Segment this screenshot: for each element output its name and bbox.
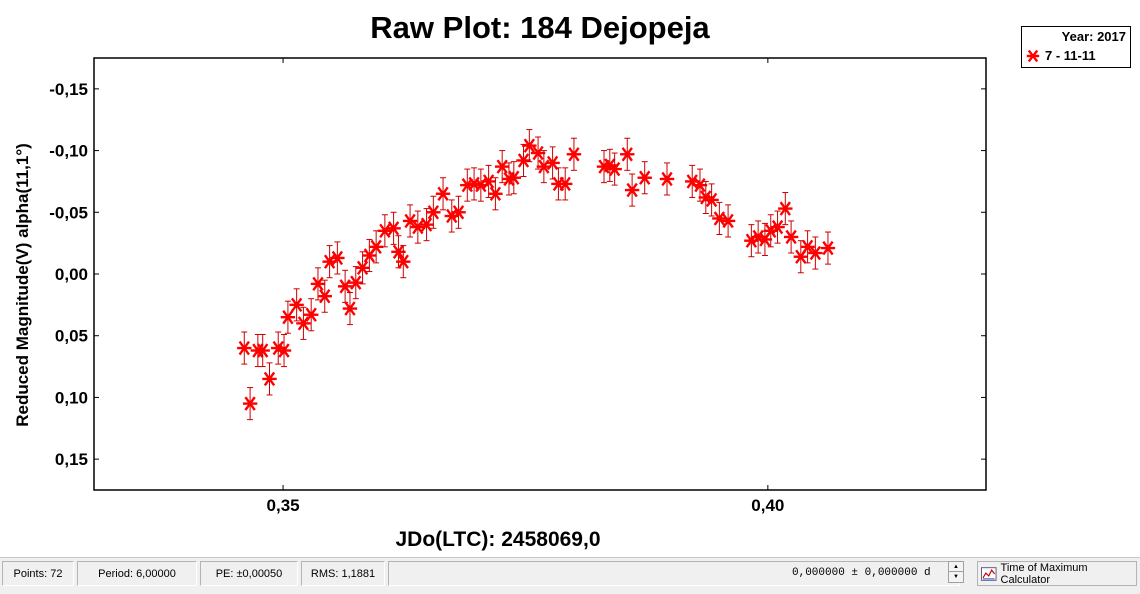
data-point <box>419 217 434 232</box>
data-point <box>310 276 326 292</box>
x-axis-label: JDo(LTC): 2458069,0 <box>395 528 600 551</box>
status-points-text: Points: 72 <box>13 567 63 580</box>
data-point <box>522 138 537 153</box>
asterisk-marker-icon <box>1026 49 1040 62</box>
y-tick-label: -0,10 <box>49 142 88 161</box>
legend-entry-label: 7 - 11-11 <box>1045 48 1096 63</box>
data-point <box>820 240 836 256</box>
status-rms-text: RMS: 1,1881 <box>310 567 376 580</box>
y-tick-label: 0,10 <box>55 388 88 407</box>
chart-title: Raw Plot: 184 Dejopeja <box>370 10 710 45</box>
data-point <box>368 239 384 255</box>
data-point <box>704 192 719 208</box>
data-point <box>289 297 304 313</box>
data-point <box>355 260 370 276</box>
data-point <box>481 174 496 189</box>
data-point <box>506 170 522 185</box>
data-point <box>545 155 560 171</box>
data-point <box>720 213 736 229</box>
y-axis-label: Reduced Magnitude(V) alpha(11,1°) <box>13 143 32 427</box>
data-point <box>620 147 635 162</box>
data-point <box>692 177 708 193</box>
data-point <box>276 343 292 358</box>
spinner-up-button[interactable]: ▲ <box>949 562 963 572</box>
legend-entry: 7 - 11-11 <box>1026 48 1096 63</box>
data-point <box>624 182 640 198</box>
data-point <box>303 307 319 322</box>
data-point <box>558 176 573 192</box>
data-point <box>242 396 258 411</box>
calc-button-label: Time of Maximum Calculator <box>1000 561 1088 586</box>
data-point <box>396 254 411 269</box>
status-bar: Points: 72 Period: 6,00000 PE: ±0,00050 … <box>0 557 1140 594</box>
chart-plot: -0,15 -0,10 -0,05 0,00 0,05 0,10 0,15 0,35 0,40… <box>13 57 987 551</box>
data-point <box>237 340 252 356</box>
status-pe-text: PE: ±0,00050 <box>215 567 283 580</box>
data-point <box>255 343 270 358</box>
data-point <box>386 221 401 236</box>
chart-calculator-icon <box>981 566 997 581</box>
y-axis: -0,15 -0,10 -0,05 0,00 0,05 0,10 0,15 <box>49 80 986 469</box>
plot-area <box>93 57 987 491</box>
legend-year: Year: 2017 <box>1061 29 1126 44</box>
x-tick-label: 0,40 <box>751 496 784 515</box>
status-rms: RMS: 1,1881 <box>301 561 385 586</box>
spinner-down-button[interactable]: ▼ <box>953 574 959 580</box>
y-tick-label: -0,15 <box>49 80 88 99</box>
data-point <box>348 275 363 290</box>
y-tick-label: 0,15 <box>55 450 88 469</box>
y-tick-label: 0,05 <box>55 327 88 346</box>
data-point <box>778 201 793 216</box>
data-point <box>516 153 531 168</box>
data-point <box>435 186 451 201</box>
data-point <box>494 159 510 174</box>
data-point <box>280 310 296 325</box>
data-point <box>488 186 503 201</box>
data-point <box>337 279 353 294</box>
data-point <box>530 145 546 161</box>
data-point <box>770 219 785 235</box>
data-point <box>451 205 466 220</box>
x-axis: 0,35 0,40 <box>267 58 784 515</box>
time-of-maximum-value: 0,000000 ± 0,000000 d <box>792 567 931 579</box>
data-series <box>237 129 836 421</box>
value-spinner[interactable]: ▲ ▼ <box>948 561 964 583</box>
status-pe: PE: ±0,00050 <box>200 561 298 586</box>
data-point <box>637 170 652 185</box>
data-point <box>317 289 332 304</box>
time-of-maximum-calculator-button[interactable]: Time of Maximum Calculator <box>977 561 1137 586</box>
data-point <box>808 245 823 261</box>
data-point <box>262 371 277 387</box>
status-period: Period: 6,00000 <box>77 561 197 586</box>
x-tick-label: 0,35 <box>267 496 300 515</box>
data-point <box>426 205 441 220</box>
data-point <box>391 244 406 259</box>
data-point <box>783 229 799 245</box>
data-point <box>659 171 675 187</box>
legend: Year: 2017 7 - 11-11 <box>1021 26 1131 68</box>
data-point <box>607 161 622 177</box>
status-period-text: Period: 6,00000 <box>98 567 176 580</box>
y-tick-label: 0,00 <box>55 265 88 284</box>
status-points: Points: 72 <box>2 561 74 586</box>
y-tick-label: -0,05 <box>49 203 88 222</box>
data-point <box>566 147 582 162</box>
data-point <box>342 301 358 316</box>
data-point <box>330 250 345 266</box>
